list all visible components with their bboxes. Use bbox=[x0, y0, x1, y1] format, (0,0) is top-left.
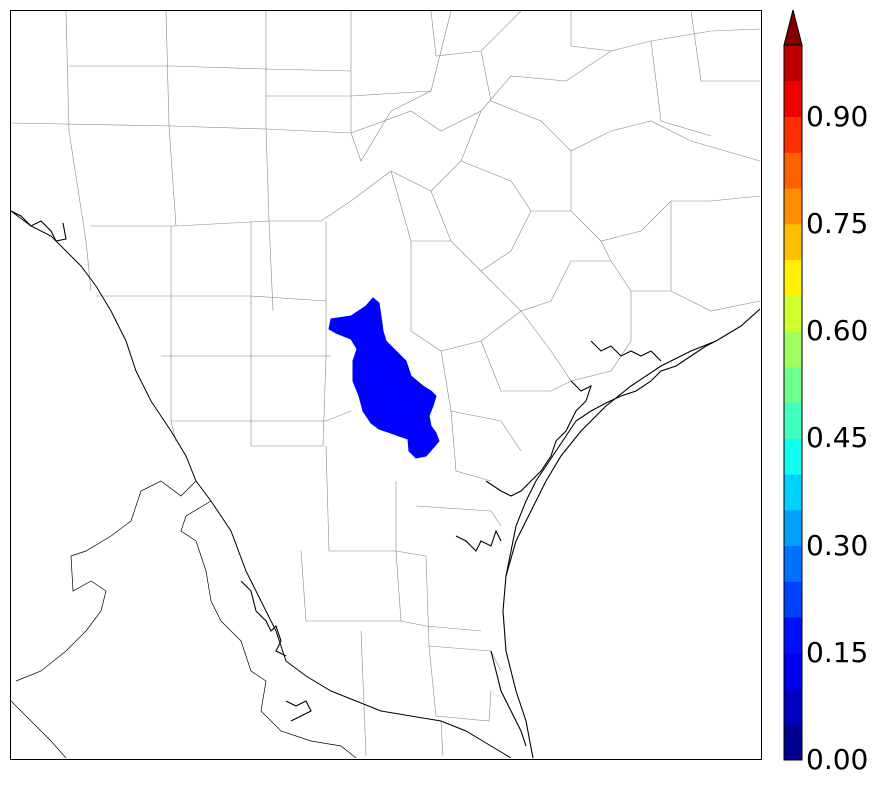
colorbar-bin bbox=[784, 366, 802, 403]
coastline bbox=[11, 210, 760, 758]
colorbar-bin bbox=[784, 295, 802, 332]
colorbar bbox=[783, 9, 803, 761]
colorbar-bin bbox=[784, 438, 802, 475]
colorbar-bin bbox=[784, 259, 802, 296]
colorbar-bin bbox=[784, 80, 802, 117]
mexico-state-lines bbox=[11, 480, 357, 758]
highlighted-county-region bbox=[328, 297, 440, 459]
colorbar-tick-label: 0.30 bbox=[806, 528, 869, 562]
colorbar-tick-label: 0.75 bbox=[806, 206, 869, 240]
map-canvas bbox=[11, 11, 760, 758]
international-border bbox=[11, 210, 512, 758]
colorbar-bin bbox=[784, 474, 802, 511]
colorbar-tick-label: 0.45 bbox=[806, 421, 869, 455]
colorbar-border bbox=[783, 44, 803, 761]
colorbar-tick-label: 0.00 bbox=[806, 743, 869, 776]
colorbar-bin bbox=[784, 223, 802, 260]
county-boundaries bbox=[11, 11, 760, 757]
colorbar-bin bbox=[784, 545, 802, 582]
colorbar-bin bbox=[784, 581, 802, 618]
map-panel bbox=[10, 10, 762, 760]
colorbar-bin bbox=[784, 724, 802, 761]
colorbar-tick-label: 0.15 bbox=[806, 635, 869, 669]
colorbar-extend-arrow bbox=[783, 9, 803, 46]
colorbar-tick-label: 0.60 bbox=[806, 314, 869, 347]
colorbar-bin bbox=[784, 188, 802, 225]
colorbar-bin bbox=[784, 617, 802, 654]
colorbar-scale bbox=[783, 9, 803, 761]
colorbar-bin bbox=[784, 688, 802, 725]
colorbar-bin bbox=[784, 652, 802, 689]
colorbar-tick-label: 0.90 bbox=[806, 99, 869, 133]
colorbar-bin bbox=[784, 402, 802, 439]
colorbar-bin bbox=[784, 45, 802, 82]
colorbar-bin bbox=[784, 509, 802, 546]
colorbar-bin bbox=[784, 116, 802, 153]
colorbar-bin bbox=[784, 331, 802, 368]
colorbar-bin bbox=[784, 152, 802, 189]
